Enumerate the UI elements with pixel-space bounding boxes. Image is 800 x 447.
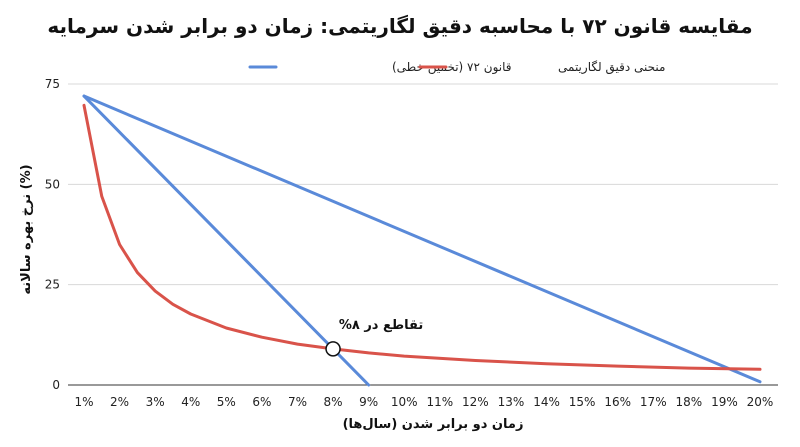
chart-title: مقایسه قانون ۷۲ با محاسبه دقیق لگاریتمی:… bbox=[47, 14, 753, 38]
x-tick-label: 17% bbox=[640, 395, 667, 409]
x-tick-label: 4% bbox=[181, 395, 200, 409]
series-line-exact-curve bbox=[82, 103, 762, 371]
x-tick-label: 18% bbox=[676, 395, 703, 409]
y-tick-label: 50 bbox=[45, 177, 60, 191]
x-tick-label: 12% bbox=[462, 395, 489, 409]
y-axis-title: نرخ بهره سالانه (%) bbox=[19, 164, 34, 294]
x-tick-label: 16% bbox=[604, 395, 631, 409]
x-tick-label: 14% bbox=[533, 395, 560, 409]
x-tick-label: 9% bbox=[359, 395, 378, 409]
x-axis-title: زمان دو برابر شدن (سال‌ها) bbox=[343, 417, 524, 432]
y-tick-label: 75 bbox=[45, 77, 60, 91]
x-tick-label: 15% bbox=[569, 395, 596, 409]
x-tick-label: 5% bbox=[217, 395, 236, 409]
x-tick-label: 20% bbox=[747, 395, 774, 409]
series-line-rule72-segment bbox=[82, 94, 762, 384]
x-tick-label: 2% bbox=[110, 395, 129, 409]
series-line-rule72-segment bbox=[82, 94, 371, 387]
intersection-marker bbox=[325, 341, 341, 357]
x-tick-label: 10% bbox=[391, 395, 418, 409]
y-tick-label: 0 bbox=[52, 378, 60, 392]
x-tick-label: 1% bbox=[74, 395, 93, 409]
x-tick-label: 13% bbox=[498, 395, 525, 409]
x-tick-label: 11% bbox=[426, 395, 453, 409]
legend-label-1: قانون ۷۲ (تخمین خطی) bbox=[392, 60, 512, 75]
legend-label-2: منحنی دقیق لگاریتمی bbox=[558, 60, 665, 75]
x-tick-label: 6% bbox=[252, 395, 271, 409]
x-tick-label: 3% bbox=[146, 395, 165, 409]
y-tick-label: 25 bbox=[45, 278, 60, 292]
annotation-label: تقاطع در ۸% bbox=[339, 318, 423, 333]
x-tick-label: 19% bbox=[711, 395, 738, 409]
x-tick-label: 8% bbox=[324, 395, 343, 409]
x-tick-label: 7% bbox=[288, 395, 307, 409]
